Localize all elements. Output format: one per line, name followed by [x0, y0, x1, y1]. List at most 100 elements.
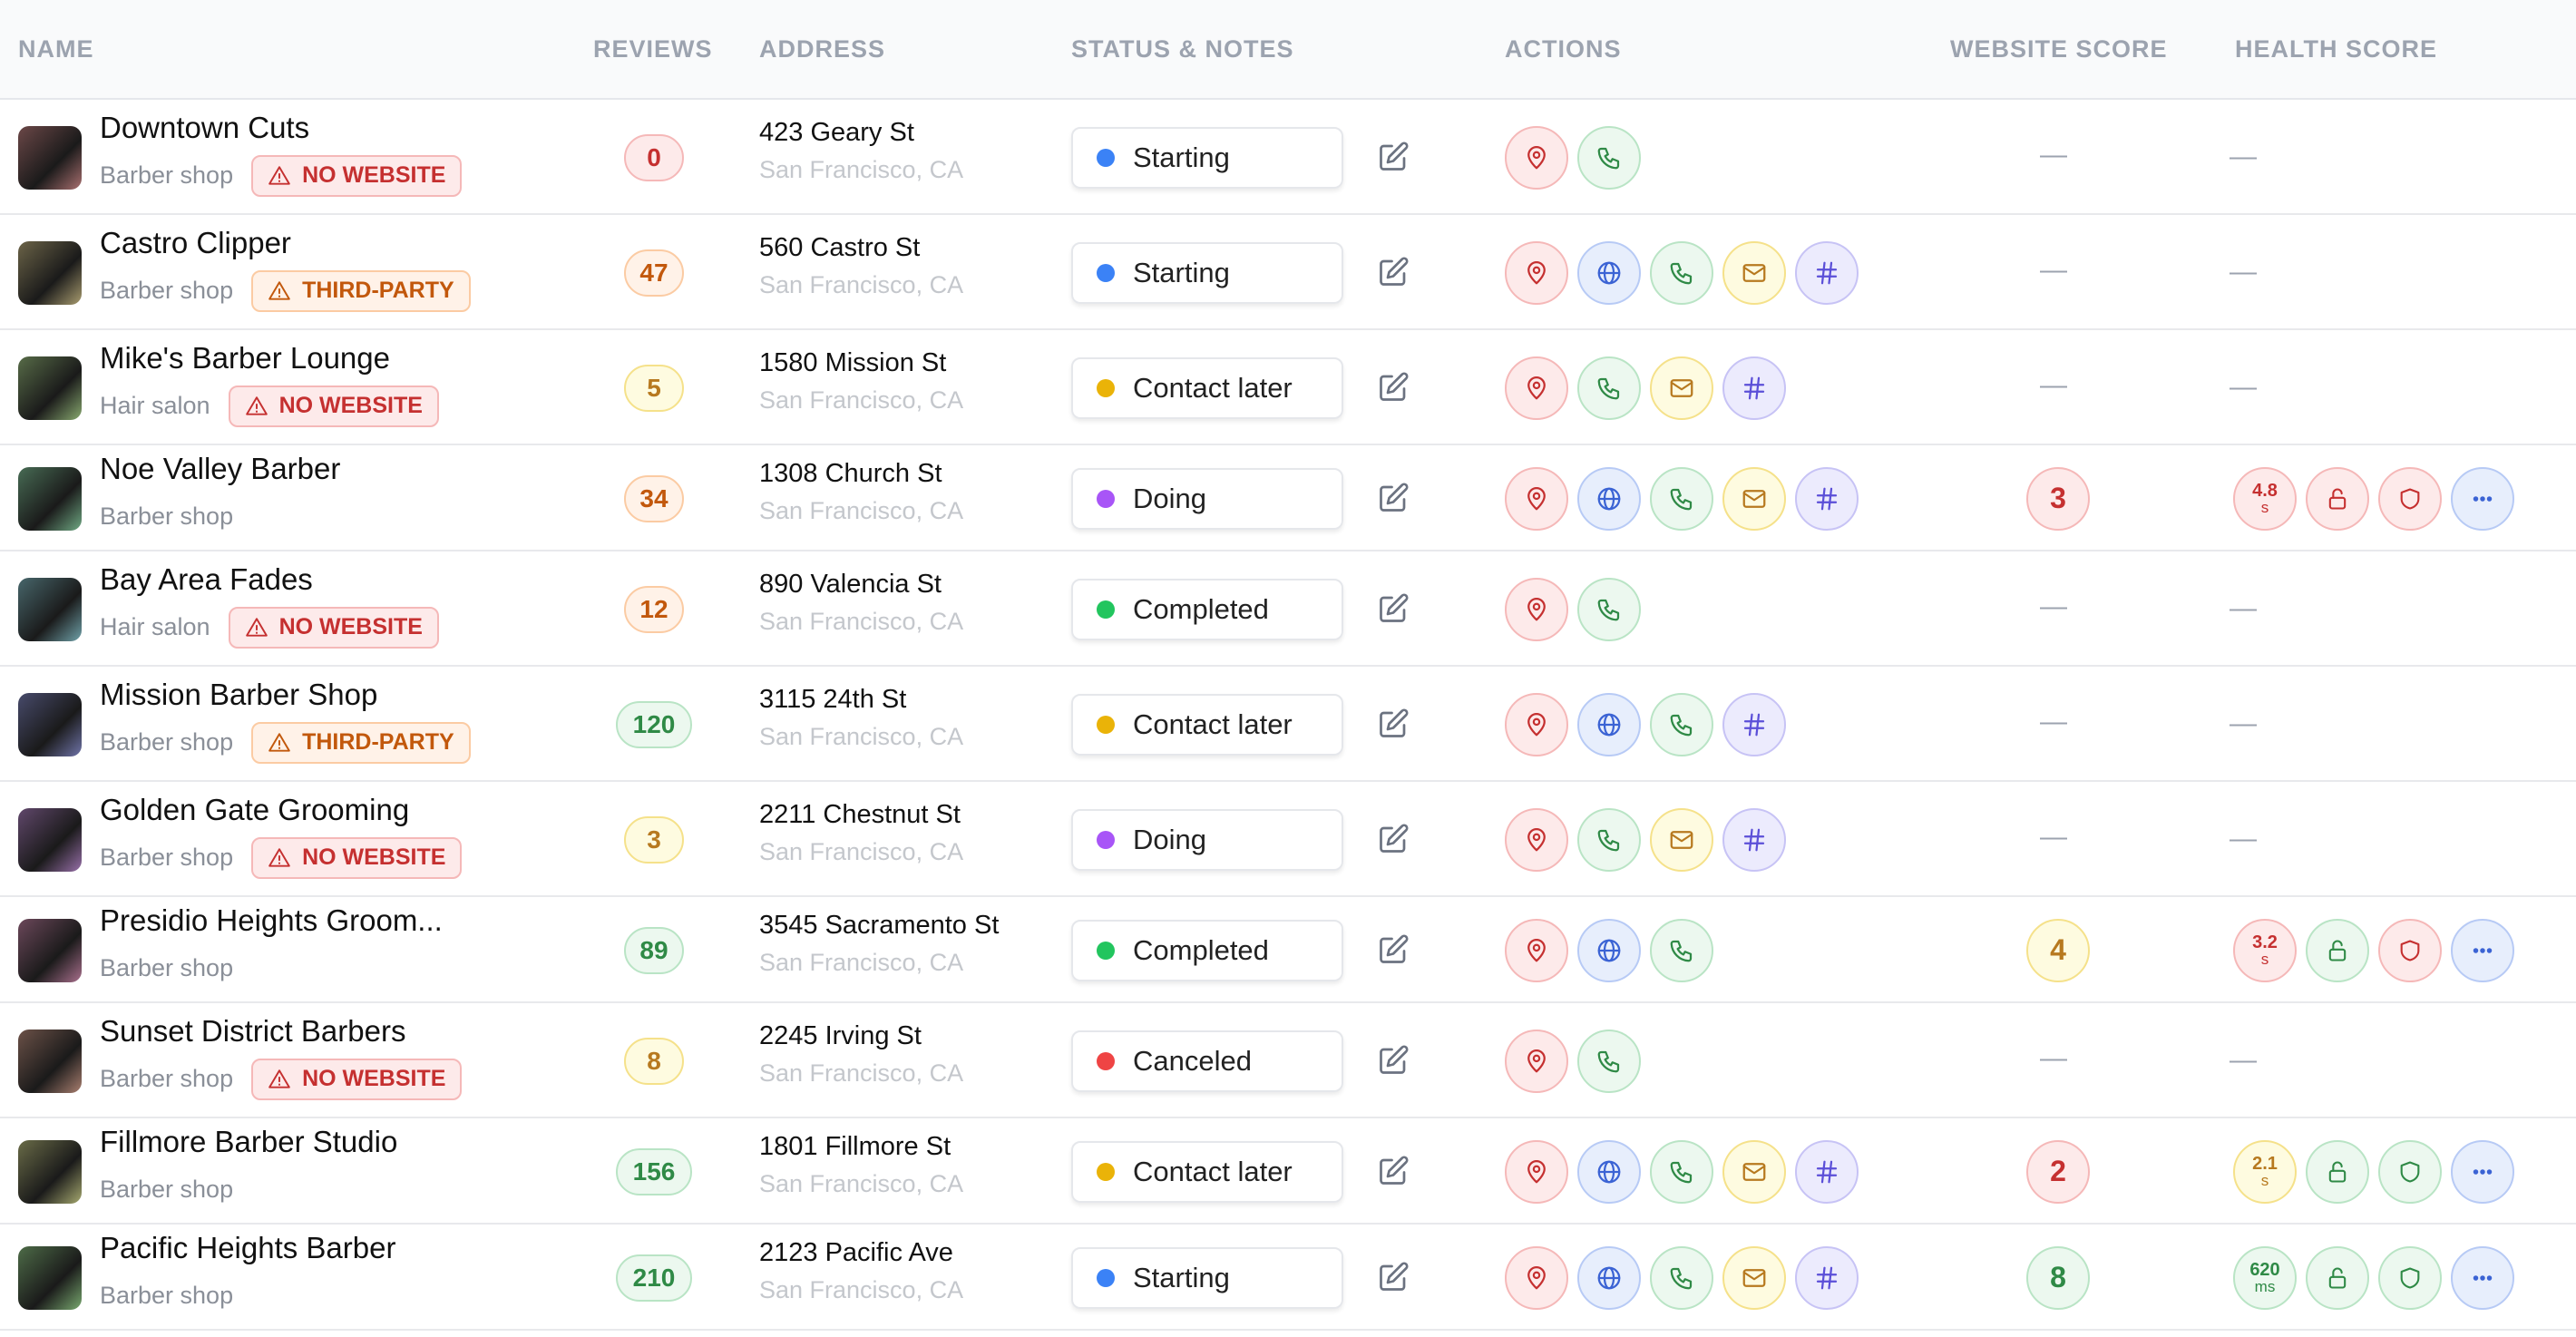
action-phone[interactable]: [1650, 240, 1713, 305]
icon-part: [1743, 376, 1765, 399]
edit-notes[interactable]: [1377, 708, 1410, 740]
action-phone[interactable]: [1577, 1029, 1641, 1093]
health-ssl[interactable]: [2306, 466, 2369, 531]
edit-notes[interactable]: [1377, 1261, 1410, 1293]
status-select[interactable]: Contact later: [1071, 693, 1343, 756]
health-security[interactable]: [2378, 1245, 2442, 1310]
status-select[interactable]: Contact later: [1071, 1140, 1343, 1203]
status-select[interactable]: Canceled: [1071, 1030, 1343, 1092]
business-name: Bay Area Fades: [100, 561, 313, 596]
icon-part: [2480, 1274, 2485, 1281]
icon-part: [1597, 829, 1620, 851]
action-phone[interactable]: [1577, 577, 1641, 641]
health-more[interactable]: [2451, 1245, 2514, 1310]
action-mail[interactable]: [1722, 466, 1786, 531]
action-hash[interactable]: [1795, 240, 1859, 305]
action-mail[interactable]: [1650, 356, 1713, 420]
icon-part: [1670, 1267, 1693, 1289]
action-web[interactable]: [1577, 918, 1641, 982]
action-phone[interactable]: [1577, 356, 1641, 420]
edit-notes[interactable]: [1377, 1155, 1410, 1187]
action-map[interactable]: [1505, 240, 1568, 305]
action-web[interactable]: [1577, 692, 1641, 756]
action-phone[interactable]: [1577, 807, 1641, 872]
health-more[interactable]: [2451, 918, 2514, 982]
action-map[interactable]: [1505, 807, 1568, 872]
action-map[interactable]: [1505, 1029, 1568, 1093]
website-score: 3: [2026, 466, 2090, 531]
action-phone[interactable]: [1650, 466, 1713, 531]
action-web[interactable]: [1577, 466, 1641, 531]
action-hash[interactable]: [1722, 807, 1786, 872]
icon-part: [1670, 1267, 1693, 1289]
icon-part: [1670, 714, 1693, 736]
status-select[interactable]: Completed: [1071, 919, 1343, 981]
icon-part: [1527, 1159, 1546, 1183]
action-map[interactable]: [1505, 1139, 1568, 1204]
status-select[interactable]: Doing: [1071, 467, 1343, 530]
action-map[interactable]: [1505, 1245, 1568, 1310]
website-score: 4: [2026, 918, 2090, 982]
health-ssl[interactable]: [2306, 1139, 2369, 1204]
icon-part: [1527, 938, 1546, 961]
edit-notes[interactable]: [1377, 482, 1410, 514]
business-name: Noe Valley Barber: [100, 451, 341, 485]
edit-notes[interactable]: [1377, 256, 1410, 288]
edit-notes[interactable]: [1377, 141, 1410, 173]
avatar: [18, 577, 82, 641]
icon-part: [1527, 376, 1546, 399]
action-hash[interactable]: [1722, 692, 1786, 756]
action-phone[interactable]: [1650, 1139, 1713, 1204]
action-phone[interactable]: [1650, 918, 1713, 982]
action-web[interactable]: [1577, 1245, 1641, 1310]
icon-part: [1820, 1160, 1826, 1183]
action-phone[interactable]: [1577, 125, 1641, 190]
action-map[interactable]: [1505, 577, 1568, 641]
action-hash[interactable]: [1795, 466, 1859, 531]
status-select[interactable]: Contact later: [1071, 356, 1343, 419]
edit-notes[interactable]: [1377, 371, 1410, 404]
category: Barber shop: [100, 1282, 234, 1309]
website-score-value: 8: [2050, 1261, 2066, 1293]
status-select[interactable]: Starting: [1071, 1246, 1343, 1309]
action-phone[interactable]: [1650, 1245, 1713, 1310]
status-select[interactable]: Doing: [1071, 808, 1343, 871]
icon-part: [1532, 492, 1541, 500]
action-phone[interactable]: [1650, 692, 1713, 756]
status-select[interactable]: Starting: [1071, 126, 1343, 189]
icon-part: [1386, 1261, 1409, 1283]
action-mail[interactable]: [1722, 240, 1786, 305]
action-map[interactable]: [1505, 356, 1568, 420]
edit-notes[interactable]: [1377, 1044, 1410, 1077]
action-web[interactable]: [1577, 240, 1641, 305]
action-hash[interactable]: [1795, 1245, 1859, 1310]
health-score-empty: —: [2230, 1044, 2257, 1075]
health-ssl[interactable]: [2306, 1245, 2369, 1310]
action-hash[interactable]: [1795, 1139, 1859, 1204]
edit-notes[interactable]: [1377, 823, 1410, 855]
health-ssl[interactable]: [2306, 918, 2369, 982]
action-map[interactable]: [1505, 692, 1568, 756]
edit-notes[interactable]: [1377, 933, 1410, 966]
health-more[interactable]: [2451, 466, 2514, 531]
action-map[interactable]: [1505, 125, 1568, 190]
status-select[interactable]: Starting: [1071, 241, 1343, 304]
action-mail[interactable]: [1722, 1139, 1786, 1204]
icon-part: [2480, 495, 2485, 502]
health-security[interactable]: [2378, 918, 2442, 982]
health-security[interactable]: [2378, 466, 2442, 531]
icon-part: [1380, 1264, 1406, 1291]
action-map[interactable]: [1505, 466, 1568, 531]
health-more[interactable]: [2451, 1139, 2514, 1204]
action-mail[interactable]: [1722, 1245, 1786, 1310]
status-select[interactable]: Completed: [1071, 578, 1343, 640]
speed-value: 3.2: [2252, 932, 2278, 952]
health-security[interactable]: [2378, 1139, 2442, 1204]
edit-notes[interactable]: [1377, 592, 1410, 625]
action-mail[interactable]: [1650, 807, 1713, 872]
health-score-empty: —: [2230, 371, 2257, 402]
status-dot: [1097, 148, 1115, 167]
action-hash[interactable]: [1722, 356, 1786, 420]
action-map[interactable]: [1505, 918, 1568, 982]
action-web[interactable]: [1577, 1139, 1641, 1204]
